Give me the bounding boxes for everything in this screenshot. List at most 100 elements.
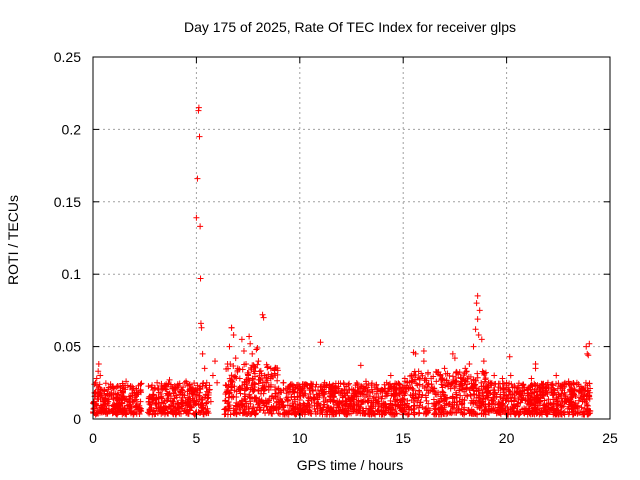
roti-point-109 bbox=[400, 388, 407, 395]
roti-point-0 bbox=[91, 398, 98, 405]
roti-point-174 bbox=[532, 360, 539, 367]
roti-point-67 bbox=[247, 340, 254, 347]
roti-point-173 bbox=[254, 345, 261, 352]
roti-point-63 bbox=[238, 336, 245, 343]
roti-point-113 bbox=[416, 375, 423, 382]
roti-point-137 bbox=[503, 379, 510, 386]
roti-point-42 bbox=[195, 104, 202, 111]
roti-point-102 bbox=[371, 384, 378, 391]
roti-point-54 bbox=[212, 358, 219, 365]
roti-point-166 bbox=[506, 353, 513, 360]
y-tick-label-5: 0.25 bbox=[54, 49, 81, 65]
roti-point-11 bbox=[116, 397, 123, 404]
roti-point-92 bbox=[329, 394, 336, 401]
roti-point-59 bbox=[230, 332, 237, 339]
roti-point-86 bbox=[305, 394, 312, 401]
roti-point-119 bbox=[441, 365, 448, 372]
roti-point-4 bbox=[97, 372, 104, 379]
roti-point-105 bbox=[383, 379, 390, 386]
roti-point-131 bbox=[480, 358, 487, 365]
roti-point-118 bbox=[437, 372, 444, 379]
roti-point-44 bbox=[197, 223, 204, 230]
roti-point-23 bbox=[133, 387, 140, 394]
roti-point-168 bbox=[585, 352, 592, 359]
roti-point-73 bbox=[259, 311, 266, 318]
x-tick-label-0: 0 bbox=[89, 430, 97, 446]
roti-point-7 bbox=[104, 400, 111, 407]
roti-point-48 bbox=[199, 350, 206, 357]
roti-point-140 bbox=[516, 389, 523, 396]
roti-point-96 bbox=[346, 387, 353, 394]
x-tick-label-3: 15 bbox=[395, 430, 411, 446]
x-tick-label-1: 5 bbox=[193, 430, 201, 446]
roti-point-111 bbox=[408, 372, 415, 379]
roti-point-125 bbox=[466, 360, 473, 367]
roti-point-33 bbox=[183, 378, 190, 385]
roti-point-146 bbox=[540, 389, 547, 396]
roti-point-103 bbox=[375, 394, 382, 401]
roti-point-115 bbox=[425, 369, 432, 376]
roti-point-170 bbox=[260, 314, 267, 321]
roti-point-100 bbox=[362, 378, 369, 385]
axis-ticks: 0 5 10 15 20 25 0 0.05 0.1 0.15 0.2 0.25 bbox=[54, 49, 618, 446]
x-tick-label-4: 20 bbox=[499, 430, 515, 446]
roti-point-20 bbox=[93, 375, 100, 382]
plot-frame bbox=[92, 56, 611, 420]
roti-point-61 bbox=[234, 365, 241, 372]
roti-point-60 bbox=[232, 355, 239, 362]
roti-point-172 bbox=[228, 324, 235, 331]
roti-point-65 bbox=[243, 360, 250, 367]
roti-point-51 bbox=[205, 389, 212, 396]
roti-point-147 bbox=[544, 379, 551, 386]
roti-point-10 bbox=[113, 384, 120, 391]
roti-point-62 bbox=[236, 375, 243, 382]
roti-point-117 bbox=[433, 378, 440, 385]
roti-point-64 bbox=[240, 347, 247, 354]
roti-dense-markers bbox=[90, 361, 594, 418]
roti-points bbox=[91, 104, 593, 407]
roti-point-90 bbox=[321, 379, 328, 386]
y-tick-label-4: 0.2 bbox=[62, 121, 82, 137]
x-tick-label-2: 10 bbox=[292, 430, 308, 446]
roti-point-167 bbox=[583, 343, 590, 350]
roti-point-98 bbox=[354, 381, 361, 388]
roti-point-120 bbox=[445, 379, 452, 386]
roti-point-57 bbox=[226, 343, 233, 350]
roti-point-30 bbox=[170, 389, 177, 396]
x-axis-label: GPS time / hours bbox=[297, 457, 404, 473]
y-tick-label-0: 0 bbox=[73, 411, 81, 427]
roti-point-126 bbox=[470, 343, 477, 350]
roti-point-76 bbox=[265, 387, 272, 394]
roti-point-82 bbox=[288, 394, 295, 401]
roti-point-153 bbox=[569, 387, 576, 394]
y-tick-label-3: 0.15 bbox=[54, 194, 81, 210]
roti-point-149 bbox=[553, 372, 560, 379]
roti-point-124 bbox=[462, 365, 469, 372]
roti-point-34 bbox=[187, 395, 194, 402]
roti-point-13 bbox=[123, 378, 130, 385]
roti-point-94 bbox=[338, 389, 345, 396]
roti-point-16 bbox=[132, 392, 139, 399]
roti-point-19 bbox=[95, 368, 102, 375]
roti-point-47 bbox=[198, 324, 205, 331]
y-axis-label: ROTI / TECUs bbox=[5, 195, 21, 285]
roti-point-121 bbox=[449, 350, 456, 357]
roti-point-129 bbox=[476, 307, 483, 314]
roti-point-159 bbox=[317, 339, 324, 346]
x-tick-label-5: 25 bbox=[602, 430, 618, 446]
roti-point-161 bbox=[420, 347, 427, 354]
roti-point-169 bbox=[357, 362, 364, 369]
roti-point-56 bbox=[224, 387, 231, 394]
roti-point-110 bbox=[404, 379, 411, 386]
roti-point-135 bbox=[495, 384, 502, 391]
roti-point-31 bbox=[174, 381, 181, 388]
roti-point-162 bbox=[451, 355, 458, 362]
roti-point-143 bbox=[528, 375, 535, 382]
roti-point-83 bbox=[292, 384, 299, 391]
roti-point-66 bbox=[245, 372, 252, 379]
roti-point-128 bbox=[474, 292, 481, 299]
roti-point-114 bbox=[420, 358, 427, 365]
roti-point-122 bbox=[453, 369, 460, 376]
roti-point-29 bbox=[166, 376, 173, 383]
